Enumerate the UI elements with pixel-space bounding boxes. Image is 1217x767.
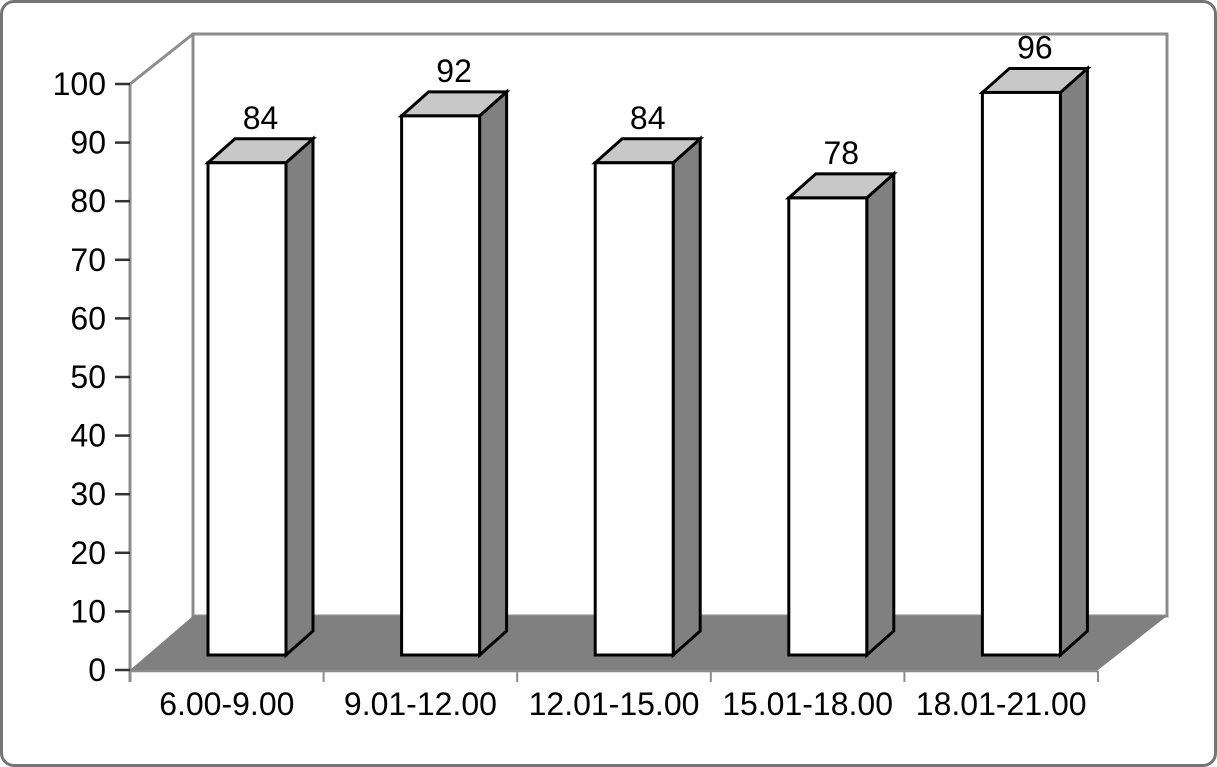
bar-value-label: 96 [1017, 29, 1053, 65]
y-tick-label: 50 [70, 359, 106, 395]
bar-value-label: 84 [630, 100, 666, 136]
bar: 96 [978, 29, 1092, 659]
bar-front-face [980, 90, 1062, 657]
bar: 84 [204, 100, 317, 659]
y-tick-label: 30 [70, 476, 106, 512]
bar-front-face [593, 161, 675, 657]
x-category-label: 18.01-21.00 [916, 686, 1087, 722]
x-category-label: 6.00-9.00 [159, 686, 294, 722]
side-wall-top-edge [129, 32, 194, 86]
bar-front-face [400, 114, 482, 657]
x-category-label: 12.01-15.00 [529, 686, 700, 722]
x-category-label: 15.01-18.00 [722, 686, 893, 722]
y-tick-label: 60 [70, 300, 106, 336]
y-tick-label: 20 [70, 535, 106, 571]
x-category-label: 9.01-12.00 [344, 686, 497, 722]
bar-side-face [478, 88, 509, 659]
bar-value-label: 78 [824, 135, 860, 171]
y-tick-label: 40 [70, 418, 106, 454]
y-tick-label: 100 [53, 66, 106, 102]
bar-front-face [206, 161, 288, 657]
y-tick-label: 70 [70, 242, 106, 278]
bar: 84 [591, 100, 705, 659]
bar-front-face [787, 196, 869, 657]
y-tick-label: 80 [70, 183, 106, 219]
bar-value-label: 92 [436, 53, 472, 89]
bar: 92 [397, 53, 511, 659]
y-tick-label: 10 [70, 593, 106, 629]
bar-value-label: 84 [243, 100, 279, 136]
bar-side-face [671, 135, 702, 659]
bar: 78 [784, 135, 898, 659]
bar-side-face [865, 170, 896, 659]
y-tick-label: 0 [88, 652, 106, 688]
bar-side-face [284, 135, 315, 659]
bar-side-face [1058, 65, 1089, 659]
y-tick-label: 90 [70, 125, 106, 161]
bar-chart-canvas: 0 10 20 30 40 50 60 70 80 90 100 6.00-9.00 9.01-12.0… [53, 29, 1169, 722]
